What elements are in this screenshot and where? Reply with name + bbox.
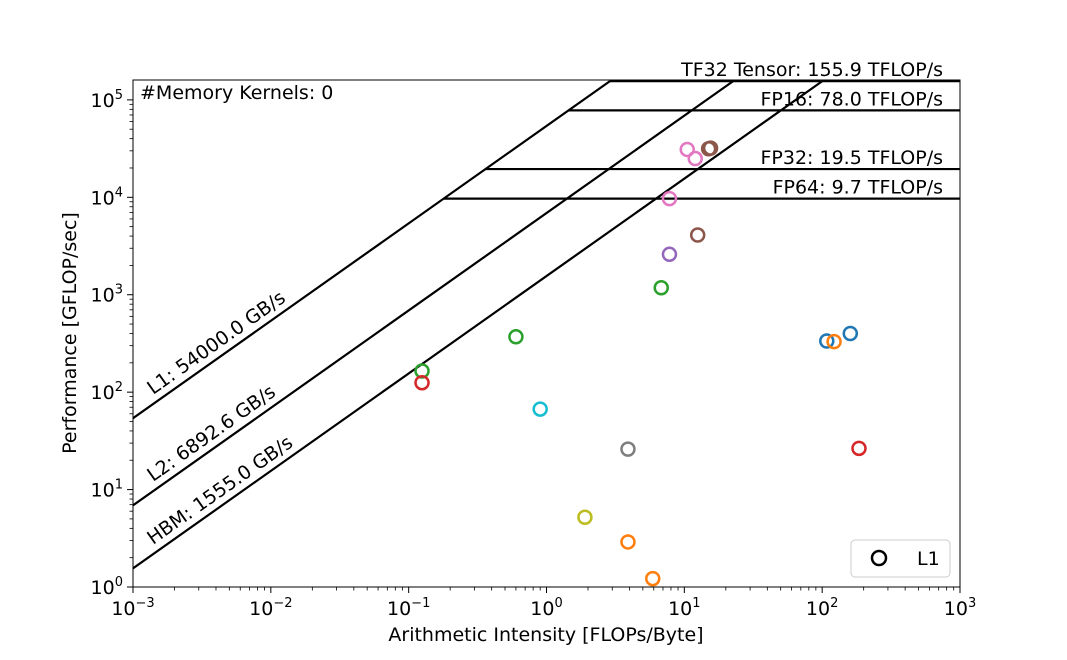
kernel-point: [702, 140, 719, 156]
kernel-point: [653, 279, 669, 296]
x-tick-label: 10−3: [111, 596, 154, 620]
y-tick-label: 102: [91, 380, 123, 404]
kernel-point: [644, 570, 661, 587]
kernel-point: [819, 333, 835, 349]
y-axis-title: Performance [GFLOP/sec]: [59, 212, 81, 454]
compute-ceiling-label: TF32 Tensor: 155.9 TFLOP/s: [680, 59, 943, 81]
kernel-point: [687, 150, 703, 167]
bandwidth-ceiling-line: [133, 80, 611, 420]
x-tick-label: 102: [806, 596, 838, 620]
x-tick-label: 10−2: [249, 596, 292, 620]
y-tick-label: 101: [91, 478, 123, 502]
kernel-point: [851, 440, 867, 457]
kernel-point: [508, 329, 524, 345]
compute-ceiling-label: FP32: 19.5 TFLOP/s: [760, 147, 943, 169]
bandwidth-ceiling-line: [133, 80, 734, 507]
kernel-point: [414, 374, 430, 391]
y-tick-label: 105: [91, 88, 123, 112]
kernel-point: [689, 227, 706, 243]
legend-marker: [870, 549, 888, 567]
memory-kernels-annotation: #Memory Kernels: 0: [140, 82, 333, 104]
x-tick-label: 103: [944, 596, 976, 620]
bandwidth-ceiling-line: [133, 80, 823, 570]
kernel-point: [577, 509, 593, 525]
x-tick-label: 10−1: [387, 596, 430, 620]
x-axis-title: Arithmetic Intensity [FLOPs/Byte]: [388, 624, 703, 646]
y-tick-label: 100: [91, 575, 123, 599]
kernel-point: [842, 325, 859, 342]
kernel-point: [661, 246, 678, 263]
kernel-point: [620, 534, 636, 550]
kernel-point: [620, 441, 636, 457]
y-tick-label: 104: [91, 185, 123, 209]
legend-label-l1: L1: [917, 548, 940, 570]
kernel-point: [414, 363, 430, 379]
kernel-point: [532, 401, 548, 417]
legend: L1: [850, 539, 951, 578]
bandwidth-ceiling-label: HBM: 1555.0 GB/s: [143, 432, 297, 550]
kernel-point: [661, 190, 678, 207]
legend-box: [850, 539, 951, 578]
kernel-point: [826, 333, 842, 350]
compute-ceiling-label: FP16: 78.0 TFLOP/s: [760, 88, 943, 110]
kernel-point: [679, 141, 696, 158]
x-tick-label: 100: [530, 596, 562, 620]
compute-ceiling-label: FP64: 9.7 TFLOP/s: [773, 177, 943, 199]
y-tick-label: 103: [91, 283, 123, 307]
x-tick-label: 101: [668, 596, 700, 620]
